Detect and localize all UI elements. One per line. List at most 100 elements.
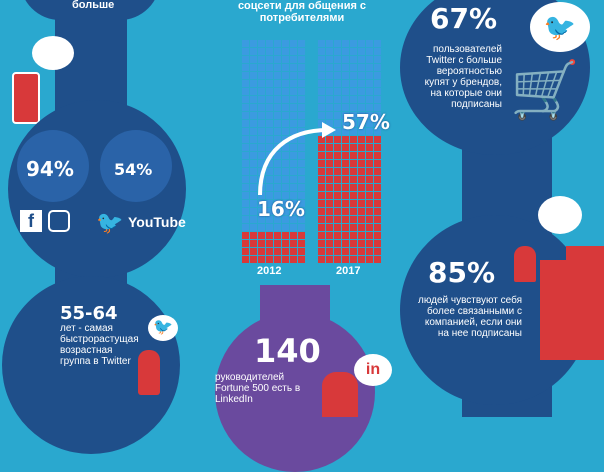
chart-cell — [282, 40, 289, 47]
chart-cell — [242, 144, 249, 151]
chart-cell — [250, 64, 257, 71]
left-top-text: больше — [72, 0, 115, 11]
chart-cell — [274, 192, 281, 199]
chart-cell — [358, 160, 365, 167]
phone-icon — [12, 72, 40, 124]
chart-cell — [298, 112, 305, 119]
chart-cell — [334, 184, 341, 191]
chart-cell — [266, 48, 273, 55]
chart-cell — [318, 56, 325, 63]
fortune-value: 140 — [254, 332, 321, 370]
twitter-bubble-icon: 🐦 — [148, 315, 178, 341]
chart-cell — [250, 200, 257, 207]
chart-cell — [366, 208, 373, 215]
chart-cell — [326, 216, 333, 223]
chart-cell — [258, 152, 265, 159]
chart-cell — [334, 144, 341, 151]
chart-cell — [326, 80, 333, 87]
chart-cell — [274, 56, 281, 63]
chart-cell — [342, 136, 349, 143]
left-top-blob — [20, 0, 160, 20]
chart-cell — [358, 168, 365, 175]
chart-cell — [242, 208, 249, 215]
chart-cell — [318, 96, 325, 103]
chart-cell — [282, 48, 289, 55]
chart-cell — [298, 176, 305, 183]
chart-cell — [298, 232, 305, 239]
chart-cell — [282, 256, 289, 263]
chart-cell — [350, 104, 357, 111]
chart-cell — [250, 248, 257, 255]
chart-cell — [358, 48, 365, 55]
chart-cell — [274, 216, 281, 223]
chart-cell — [298, 152, 305, 159]
chart-cell — [366, 240, 373, 247]
chart-cell — [298, 216, 305, 223]
chart-cell — [342, 88, 349, 95]
chart-cell — [366, 64, 373, 71]
chart-cell — [342, 128, 349, 135]
chart-cell — [250, 208, 257, 215]
chart-cell — [366, 80, 373, 87]
chart-cell — [258, 96, 265, 103]
chart-cell — [326, 64, 333, 71]
chart-cell — [350, 112, 357, 119]
chart-cell — [342, 96, 349, 103]
chart-cell — [242, 200, 249, 207]
chart-cell — [242, 80, 249, 87]
chart-cell — [290, 96, 297, 103]
chart-cell — [258, 224, 265, 231]
chart-cell — [358, 256, 365, 263]
chart-cell — [242, 248, 249, 255]
chart-cell — [274, 72, 281, 79]
chart-cell — [334, 232, 341, 239]
chart-cell — [250, 120, 257, 127]
chart-cell — [290, 248, 297, 255]
chart-cell — [374, 248, 381, 255]
chart-cell — [258, 216, 265, 223]
chart-cell — [298, 72, 305, 79]
chart-cell — [298, 80, 305, 87]
chart-cell — [258, 248, 265, 255]
chart-cell — [274, 128, 281, 135]
chart-cell — [366, 216, 373, 223]
chart-cell — [242, 240, 249, 247]
chart-cell — [290, 216, 297, 223]
chart-cell — [366, 248, 373, 255]
chart-cell — [366, 56, 373, 63]
chart-cell — [290, 160, 297, 167]
chart-cell — [342, 64, 349, 71]
chart-cell — [258, 40, 265, 47]
chart-cell — [274, 48, 281, 55]
chart-cell — [366, 120, 373, 127]
chart-cell — [258, 160, 265, 167]
chart-cell — [242, 48, 249, 55]
chart-cell — [326, 224, 333, 231]
chart-cell — [334, 152, 341, 159]
chart-cell — [274, 256, 281, 263]
chart-cell — [358, 104, 365, 111]
chart-cell — [326, 200, 333, 207]
chart-cell — [342, 56, 349, 63]
chart-cell — [358, 224, 365, 231]
chart-cell — [282, 216, 289, 223]
chart-cell — [374, 224, 381, 231]
growth-arrow — [258, 122, 336, 196]
chart-cell — [250, 40, 257, 47]
chart-cell — [374, 120, 381, 127]
chart-cell — [250, 56, 257, 63]
chart-cell — [366, 168, 373, 175]
chart-cell — [242, 72, 249, 79]
chart-cell — [290, 120, 297, 127]
chart-cell — [298, 120, 305, 127]
chart-cell — [318, 40, 325, 47]
chart-cell — [250, 240, 257, 247]
chart-cell — [298, 200, 305, 207]
chart-cell — [350, 40, 357, 47]
stat-b-circle — [100, 130, 172, 202]
chart-cell — [282, 112, 289, 119]
chart-cell — [282, 224, 289, 231]
chart-cell — [242, 104, 249, 111]
chart-cell — [366, 224, 373, 231]
chart-cell — [334, 56, 341, 63]
